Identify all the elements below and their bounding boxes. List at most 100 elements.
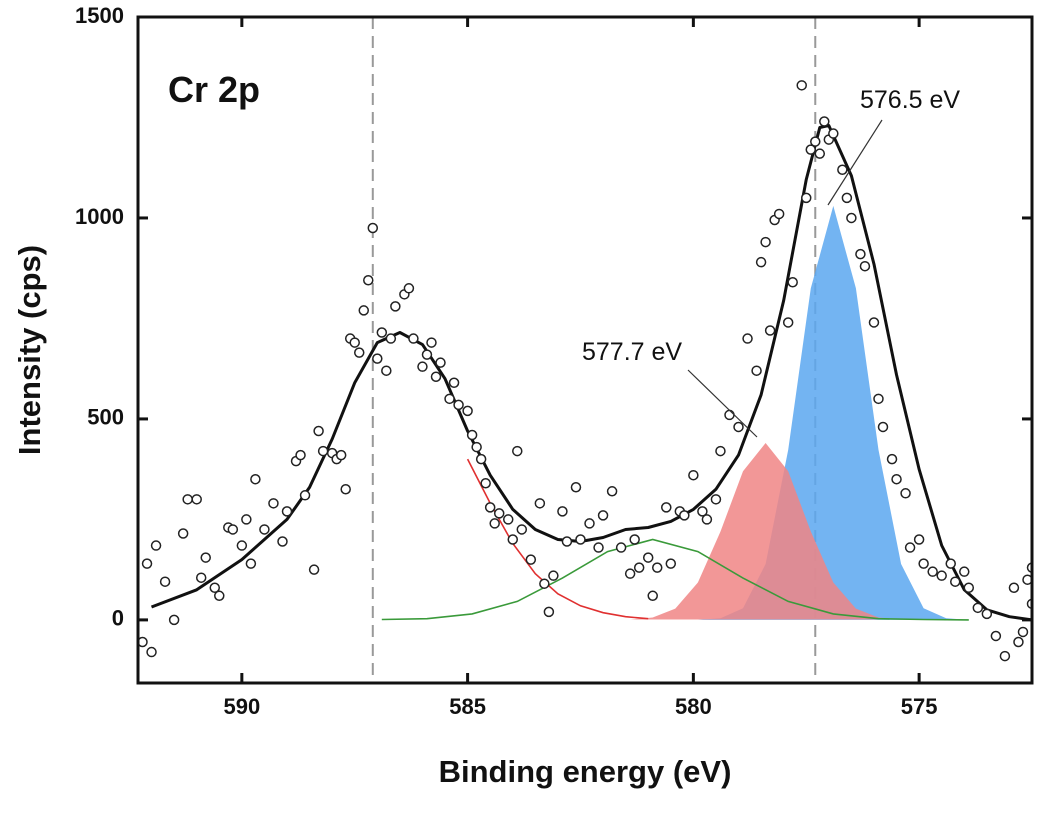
data-point xyxy=(679,510,690,521)
data-point xyxy=(629,534,640,545)
data-point xyxy=(733,421,744,433)
data-point xyxy=(516,524,528,535)
data-point xyxy=(403,283,415,294)
data-point xyxy=(913,534,925,545)
data-point xyxy=(349,337,360,348)
data-point xyxy=(760,236,771,248)
data-point xyxy=(417,361,428,372)
data-point xyxy=(539,578,550,589)
data-point xyxy=(828,128,839,139)
data-point xyxy=(268,498,279,509)
data-point xyxy=(918,558,929,569)
data-point xyxy=(308,564,320,575)
y-axis-title: Intensity (cps) xyxy=(12,245,47,455)
data-point xyxy=(444,393,455,405)
y-tick-label: 1500 xyxy=(75,3,124,28)
data-point xyxy=(963,582,975,593)
x-axis-title: Binding energy (eV) xyxy=(439,754,732,789)
peak-area xyxy=(697,205,969,620)
data-point xyxy=(381,365,392,376)
data-point xyxy=(710,494,722,505)
data-point xyxy=(543,606,555,618)
data-point xyxy=(800,192,812,204)
peak-area xyxy=(630,443,902,620)
data-point xyxy=(367,222,379,234)
data-point xyxy=(859,260,871,272)
data-point xyxy=(453,399,464,411)
y-tick-label: 1000 xyxy=(75,204,124,229)
x-tick-label: 575 xyxy=(901,694,938,719)
data-point xyxy=(575,534,586,545)
data-point xyxy=(548,570,559,581)
data-point xyxy=(999,650,1011,662)
data-point xyxy=(295,449,306,461)
data-point xyxy=(715,445,726,457)
data-point xyxy=(335,449,347,461)
x-tick-label: 590 xyxy=(223,694,260,719)
data-point xyxy=(615,542,627,553)
data-point xyxy=(159,576,171,587)
plot-area xyxy=(138,17,1032,683)
data-point xyxy=(390,301,401,312)
component-line xyxy=(381,538,969,621)
data-point xyxy=(810,136,821,147)
data-point xyxy=(426,337,437,348)
data-point xyxy=(489,518,500,529)
data-point xyxy=(688,469,699,481)
data-point xyxy=(353,347,365,358)
data-point xyxy=(990,630,1002,642)
data-point xyxy=(959,566,970,577)
annotation: Cr 2p xyxy=(168,69,260,110)
data-point xyxy=(972,602,984,614)
data-point xyxy=(525,554,537,565)
data-point xyxy=(484,502,496,513)
fit-line xyxy=(150,124,1032,622)
data-point xyxy=(891,473,902,485)
annotation: 577.7 eV xyxy=(582,338,682,366)
data-point xyxy=(796,80,807,91)
data-point xyxy=(299,490,311,501)
data-point xyxy=(557,506,568,517)
data-point xyxy=(787,277,798,288)
data-point xyxy=(561,536,573,547)
data-point xyxy=(141,558,153,569)
data-point xyxy=(466,429,478,441)
data-point xyxy=(534,498,546,509)
data-point xyxy=(805,144,817,155)
data-point xyxy=(697,506,708,517)
data-point xyxy=(846,212,857,224)
data-point xyxy=(819,116,830,127)
data-point xyxy=(701,514,713,525)
data-point xyxy=(593,542,604,553)
data-point xyxy=(421,349,433,360)
data-point xyxy=(385,333,397,344)
data-point xyxy=(647,590,658,602)
data-point xyxy=(597,510,609,521)
data-point xyxy=(191,494,202,505)
data-point xyxy=(570,482,582,493)
data-point xyxy=(651,562,663,573)
data-point xyxy=(936,570,947,581)
data-point xyxy=(313,425,324,437)
data-point xyxy=(471,441,482,453)
data-point xyxy=(408,333,419,344)
annotation-leader xyxy=(687,369,758,438)
data-point xyxy=(376,327,388,338)
data-point xyxy=(755,256,767,268)
x-tick-label: 585 xyxy=(449,694,486,719)
data-point xyxy=(814,148,826,159)
data-point xyxy=(214,590,225,602)
data-point xyxy=(642,552,654,563)
data-point xyxy=(430,371,442,382)
data-point xyxy=(877,421,889,433)
data-point xyxy=(873,393,884,405)
data-point xyxy=(340,484,351,495)
y-tick-label: 0 xyxy=(112,606,124,631)
data-point xyxy=(363,275,374,286)
data-point xyxy=(462,405,473,417)
data-point xyxy=(837,164,848,175)
data-point xyxy=(281,506,293,517)
data-point xyxy=(1013,636,1024,648)
data-point xyxy=(182,494,193,505)
